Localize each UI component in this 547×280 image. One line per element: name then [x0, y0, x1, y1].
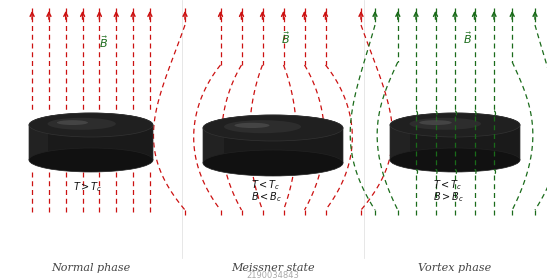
- Text: $T > T_c$: $T > T_c$: [73, 180, 102, 194]
- Ellipse shape: [410, 118, 481, 130]
- Polygon shape: [29, 125, 48, 160]
- Text: $\vec{B}$: $\vec{B}$: [281, 30, 290, 46]
- Polygon shape: [29, 113, 153, 160]
- Ellipse shape: [390, 148, 520, 172]
- Polygon shape: [390, 113, 520, 160]
- Ellipse shape: [57, 120, 88, 125]
- Ellipse shape: [235, 123, 270, 128]
- Text: Meissner state: Meissner state: [231, 263, 315, 273]
- Ellipse shape: [29, 148, 153, 172]
- Polygon shape: [203, 128, 224, 163]
- Polygon shape: [203, 115, 343, 163]
- Text: $B > B_c$: $B > B_c$: [433, 190, 464, 204]
- Ellipse shape: [390, 113, 520, 137]
- Text: Normal phase: Normal phase: [51, 263, 131, 273]
- Text: $\vec{B}$: $\vec{B}$: [463, 30, 472, 46]
- Ellipse shape: [203, 115, 343, 141]
- Text: Vortex phase: Vortex phase: [418, 263, 492, 273]
- Polygon shape: [390, 125, 410, 160]
- Ellipse shape: [203, 150, 343, 176]
- Ellipse shape: [419, 120, 452, 125]
- Ellipse shape: [29, 113, 153, 137]
- Ellipse shape: [48, 118, 116, 130]
- Text: $\vec{B}$: $\vec{B}$: [99, 34, 108, 50]
- Text: 2190034843: 2190034843: [247, 272, 299, 280]
- Text: $T < T_c$: $T < T_c$: [433, 178, 463, 192]
- Text: $B < B_c$: $B < B_c$: [251, 190, 282, 204]
- Ellipse shape: [224, 120, 301, 133]
- Text: $T < T_c$: $T < T_c$: [251, 178, 281, 192]
